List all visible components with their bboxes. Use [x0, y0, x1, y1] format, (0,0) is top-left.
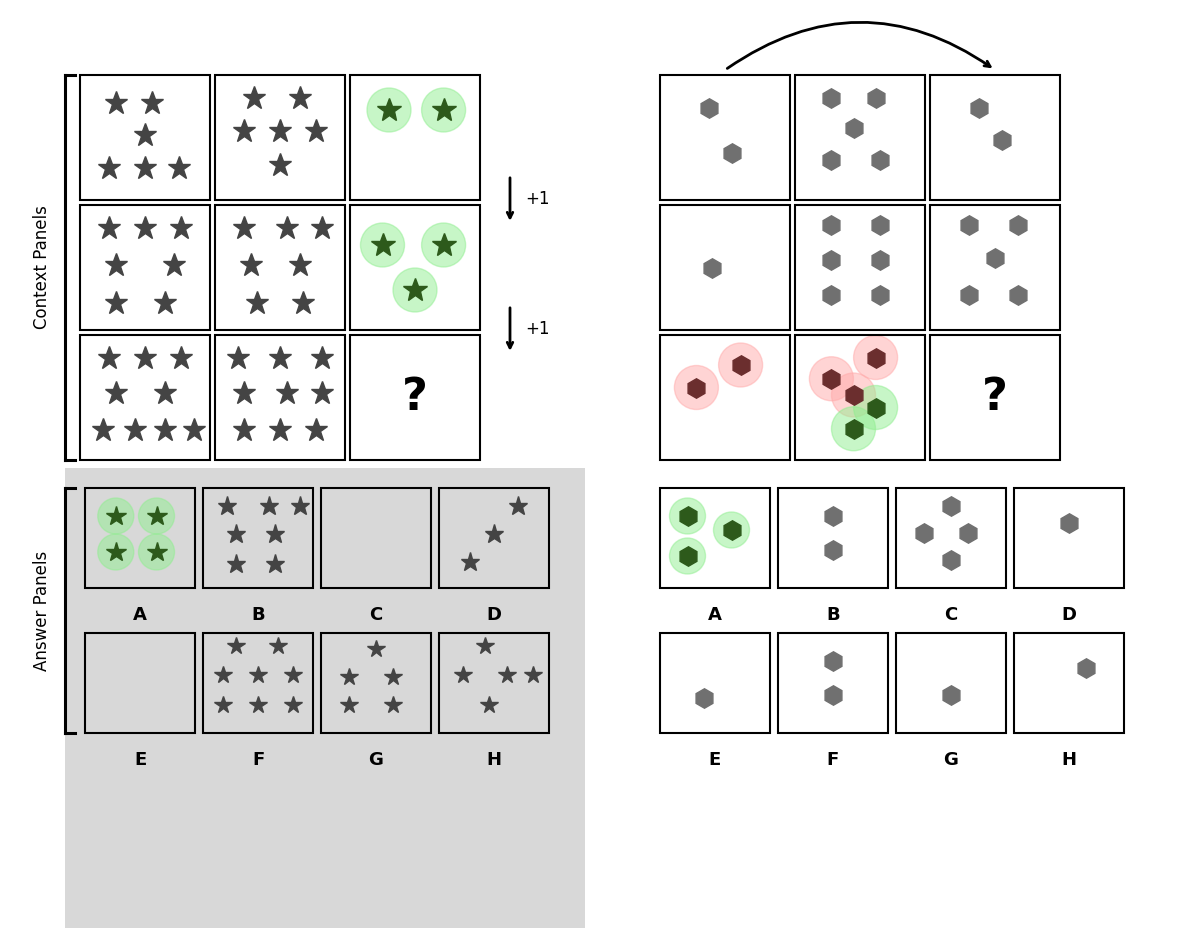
- Bar: [350, 205, 480, 330]
- Circle shape: [138, 534, 174, 570]
- Text: G: G: [943, 751, 959, 769]
- Circle shape: [832, 373, 876, 417]
- Circle shape: [853, 336, 898, 380]
- Circle shape: [421, 223, 466, 267]
- Text: Answer Panels: Answer Panels: [34, 551, 50, 671]
- Circle shape: [832, 407, 876, 451]
- Circle shape: [367, 88, 410, 132]
- Bar: [85, 633, 194, 733]
- Bar: [439, 633, 550, 733]
- Bar: [796, 205, 925, 330]
- Bar: [660, 205, 790, 330]
- Bar: [215, 75, 346, 200]
- Text: B: B: [826, 606, 840, 624]
- Bar: [660, 75, 790, 200]
- Bar: [80, 335, 210, 460]
- Bar: [796, 75, 925, 200]
- Bar: [930, 75, 1060, 200]
- Bar: [660, 633, 770, 733]
- Bar: [80, 205, 210, 330]
- Text: D: D: [1062, 606, 1076, 624]
- Text: +1: +1: [526, 321, 550, 339]
- Bar: [930, 205, 1060, 330]
- Circle shape: [670, 498, 706, 534]
- Bar: [896, 633, 1006, 733]
- Circle shape: [670, 538, 706, 574]
- Bar: [65, 468, 586, 928]
- Text: D: D: [486, 606, 502, 624]
- Circle shape: [674, 366, 719, 410]
- Circle shape: [853, 386, 898, 430]
- Circle shape: [360, 223, 404, 267]
- Bar: [1014, 633, 1124, 733]
- Text: A: A: [133, 606, 146, 624]
- Text: +1: +1: [526, 190, 550, 208]
- Circle shape: [719, 343, 763, 387]
- Bar: [778, 633, 888, 733]
- Text: F: F: [827, 751, 839, 769]
- Text: Context Panels: Context Panels: [34, 205, 50, 329]
- Bar: [896, 488, 1006, 588]
- Bar: [85, 488, 194, 588]
- Bar: [1014, 488, 1124, 588]
- Bar: [796, 335, 925, 460]
- Circle shape: [98, 498, 134, 534]
- Bar: [215, 205, 346, 330]
- Bar: [660, 335, 790, 460]
- Text: F: F: [252, 751, 264, 769]
- Circle shape: [714, 512, 750, 548]
- Circle shape: [98, 534, 134, 570]
- Text: C: C: [944, 606, 958, 624]
- Text: H: H: [486, 751, 502, 769]
- Bar: [778, 488, 888, 588]
- Bar: [350, 335, 480, 460]
- Text: ?: ?: [402, 376, 428, 419]
- Bar: [322, 633, 431, 733]
- Text: C: C: [370, 606, 383, 624]
- Bar: [930, 335, 1060, 460]
- Bar: [322, 488, 431, 588]
- Text: ?: ?: [982, 376, 1008, 419]
- Bar: [439, 488, 550, 588]
- Text: E: E: [709, 751, 721, 769]
- Bar: [660, 488, 770, 588]
- Bar: [350, 75, 480, 200]
- Bar: [80, 75, 210, 200]
- Circle shape: [809, 356, 853, 401]
- Bar: [203, 633, 313, 733]
- Text: A: A: [708, 606, 722, 624]
- Text: E: E: [134, 751, 146, 769]
- Circle shape: [138, 498, 174, 534]
- Bar: [203, 488, 313, 588]
- Circle shape: [421, 88, 466, 132]
- Text: B: B: [251, 606, 265, 624]
- Bar: [215, 335, 346, 460]
- Circle shape: [394, 268, 437, 312]
- Text: H: H: [1062, 751, 1076, 769]
- Text: G: G: [368, 751, 384, 769]
